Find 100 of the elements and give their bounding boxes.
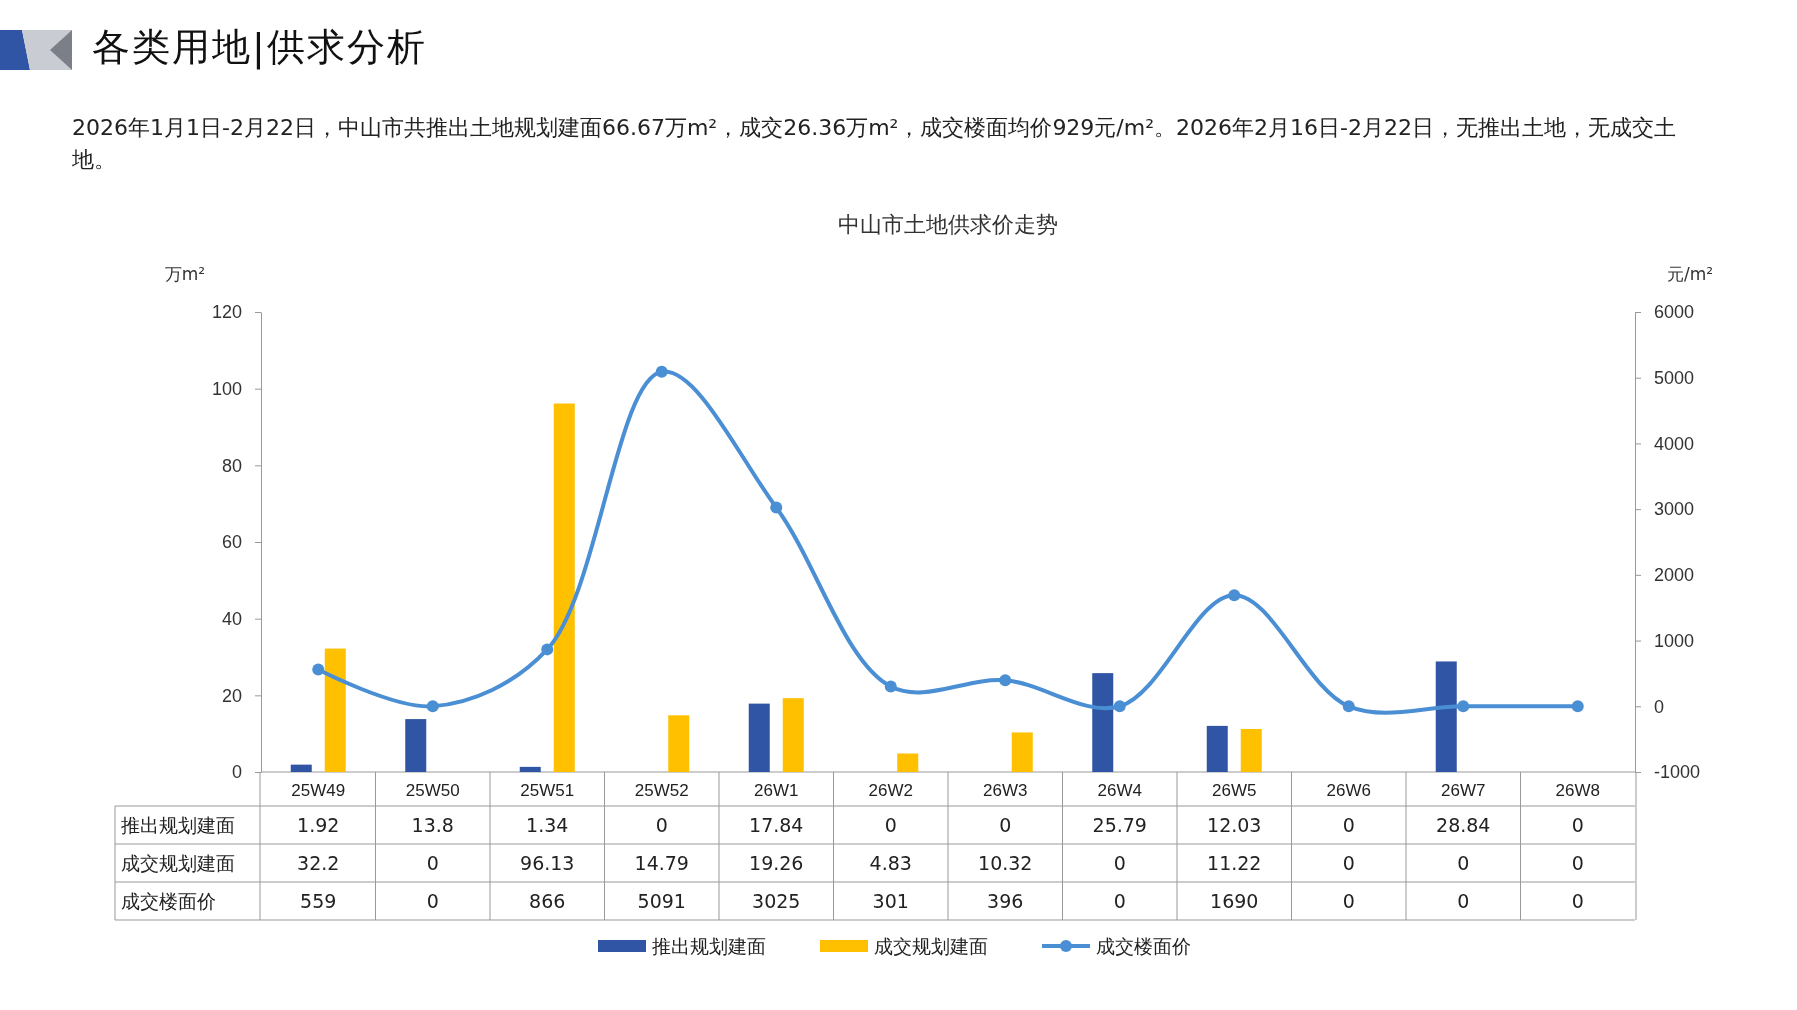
y-tick-label: 120 [211,302,242,323]
data-label: 10.32 [978,852,1033,874]
data-label: 11.22 [1207,852,1262,874]
data-label: 0 [1113,852,1126,874]
data-label: 396 [987,890,1024,912]
data-label: 0 [1457,852,1470,874]
data-label: 1690 [1210,890,1259,912]
data-label: 1.34 [526,814,569,836]
y-tick-label: 100 [211,378,242,399]
chart-title: 中山市土地供求价走势 [838,212,1058,237]
legend-label: 推出规划建面 [652,935,766,957]
bar [553,403,575,772]
point [999,674,1012,687]
y2-tick-label: -1000 [1654,762,1701,783]
y2-tick-label: 0 [1654,696,1665,717]
y2-tick-label: 6000 [1654,302,1695,323]
point [1342,700,1355,713]
data-label: 0 [1457,890,1470,912]
bar [748,703,770,772]
x-tick-label: 26W7 [1441,781,1486,800]
y-tick-label: 80 [221,455,242,476]
legend-label: 成交规划建面 [874,935,988,957]
point [770,501,783,514]
bar [405,719,427,772]
data-label: 0 [1571,852,1584,874]
data-label: 96.13 [520,852,575,874]
x-tick-label: 25W52 [634,781,689,800]
point [1571,700,1584,713]
data-label: 0 [426,852,439,874]
legend-label: 成交楼面价 [1096,935,1191,957]
data-label: 0 [999,814,1012,836]
text: 成交楼面价 [121,890,216,912]
y-tick-label: 20 [221,685,242,706]
x-tick-label: 25W50 [405,781,460,800]
data-label: 28.84 [1436,814,1491,836]
data-label: 1.92 [297,814,340,836]
y2-tick-label: 4000 [1654,433,1695,454]
bar [668,715,690,772]
bar [897,753,919,772]
data-label: 0 [1342,852,1355,874]
data-label: 0 [1342,814,1355,836]
text: 各类用地|供求分析 [92,24,427,72]
point [426,700,439,713]
data-label: 0 [1571,814,1584,836]
y-tick-label: 40 [221,608,242,629]
point [541,643,554,656]
bar [1240,728,1262,772]
x-tick-label: 26W5 [1212,781,1257,800]
data-label: 19.26 [749,852,804,874]
bar [782,698,804,772]
y2-tick-label: 5000 [1654,367,1695,388]
text: 推出规划建面 [121,814,235,836]
point [312,663,325,676]
x-tick-label: 26W3 [983,781,1028,800]
bar [324,648,346,772]
x-tick-label: 26W2 [868,781,913,800]
x-tick-label: 26W4 [1097,781,1142,800]
data-label: 0 [1113,890,1126,912]
y-tick-label: 0 [231,762,242,783]
data-label: 0 [655,814,668,836]
data-label: 12.03 [1207,814,1262,836]
bar [1435,661,1457,772]
bar [519,766,541,772]
data-label: 5091 [637,890,686,912]
text: 成交规划建面 [121,852,235,874]
data-label: 3025 [752,890,801,912]
data-label: 866 [529,890,566,912]
x-tick-label: 25W49 [291,781,346,800]
point [884,680,897,693]
y2-tick-label: 2000 [1654,565,1695,586]
point [1457,700,1470,713]
data-label: 559 [300,890,337,912]
point [655,365,668,378]
data-label: 32.2 [297,852,340,874]
data-label: 0 [1342,890,1355,912]
bar [1092,673,1114,772]
bar [290,764,312,772]
y-tick-label: 60 [221,532,242,553]
point [1113,700,1126,713]
data-label: 0 [1571,890,1584,912]
point [1228,589,1241,602]
y2-tick-label: 1000 [1654,630,1695,651]
data-label: 0 [884,814,897,836]
data-label: 17.84 [749,814,804,836]
x-tick-label: 25W51 [520,781,575,800]
bar [1011,732,1033,772]
data-label: 0 [426,890,439,912]
y-axis-title: 万m² [164,264,206,284]
data-label: 301 [872,890,909,912]
data-label: 13.8 [411,814,454,836]
x-tick-label: 26W8 [1555,781,1600,800]
bar [1206,725,1228,772]
data-label: 14.79 [634,852,689,874]
text: 2026年1月1日-2月22日，中山市共推出土地规划建面66.67万m²，成交26.36万m²，成交楼面均价929元/m²。2026年2月16日-2月22日，无推出土地，无成交土地。 [72,114,1677,174]
data-label: 25.79 [1092,814,1147,836]
x-tick-label: 26W6 [1326,781,1371,800]
data-label: 4.83 [869,852,912,874]
y2-tick-label: 3000 [1654,499,1695,520]
x-tick-label: 26W1 [754,781,799,800]
y2-axis-title: 元/m² [1666,264,1714,284]
